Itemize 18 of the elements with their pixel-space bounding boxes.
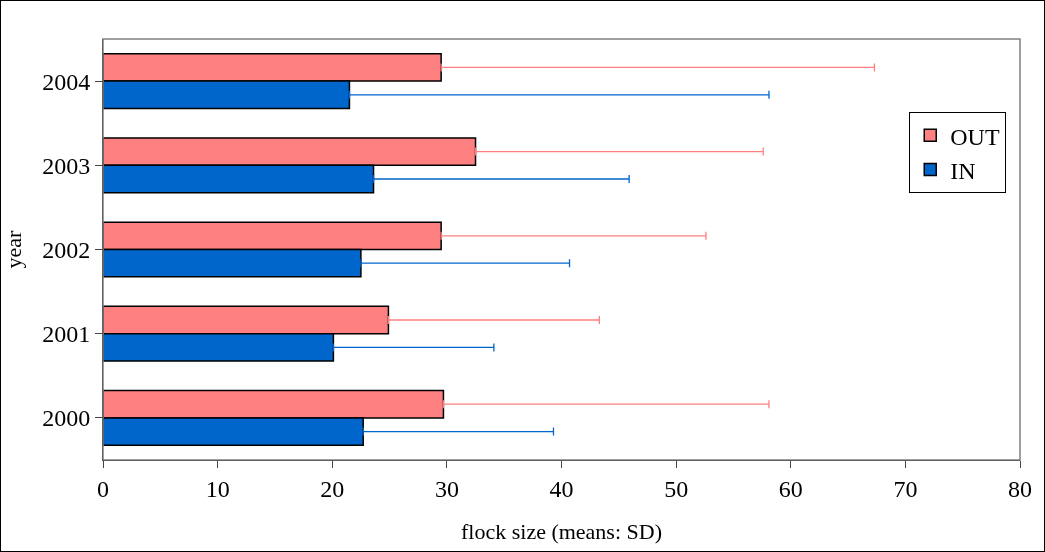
- x-tick-label: 60: [778, 475, 803, 502]
- x-tick-label: 50: [664, 475, 689, 502]
- y-axis-title: year: [1, 229, 26, 269]
- y-tick-label: 2004: [42, 68, 91, 95]
- legend-label: IN: [950, 157, 976, 184]
- y-tick-label: 2001: [42, 321, 91, 348]
- y-tick-label: 2000: [42, 405, 91, 432]
- x-tick-label: 30: [434, 475, 459, 502]
- x-tick-label: 10: [205, 475, 230, 502]
- x-tick-label: 80: [1008, 475, 1032, 502]
- x-axis-title: flock size (means: SD): [461, 518, 662, 544]
- x-tick-label: 0: [97, 475, 109, 502]
- x-tick-label: 70: [893, 475, 918, 502]
- y-tick-label: 2002: [42, 236, 91, 263]
- x-tick-label: 20: [320, 475, 345, 502]
- y-tick-label: 2003: [42, 152, 91, 179]
- x-tick-label: 40: [549, 475, 574, 502]
- legend-label: OUT: [950, 123, 1000, 150]
